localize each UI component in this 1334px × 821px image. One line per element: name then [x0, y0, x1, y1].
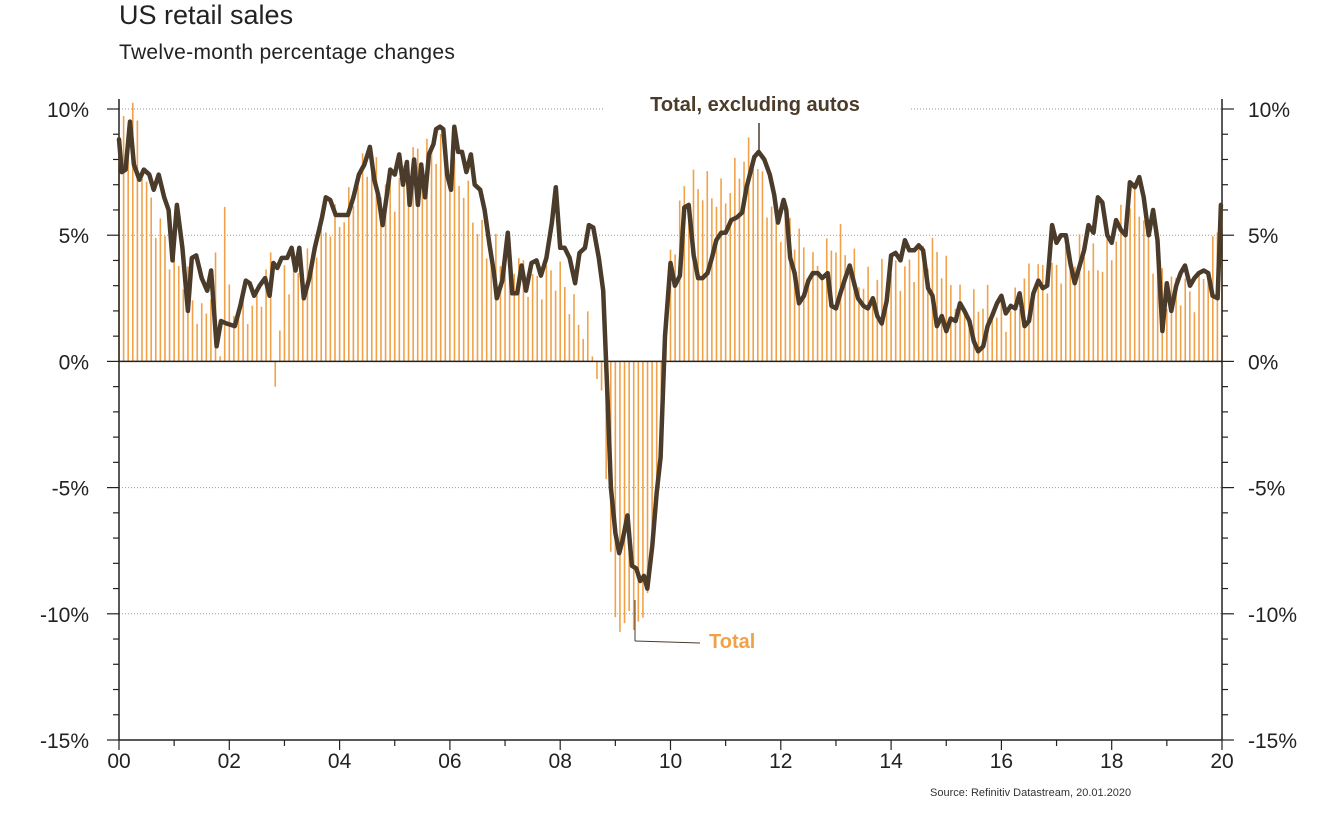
- axes: [107, 99, 1234, 750]
- x-tick-label: 16: [990, 750, 1013, 773]
- y-tick-label-right: -10%: [1248, 604, 1297, 627]
- total-label: Total: [709, 631, 755, 653]
- x-tick-label: 20: [1210, 750, 1233, 773]
- ex-autos-label-bg: [605, 90, 910, 116]
- x-tick-label: 06: [438, 750, 461, 773]
- ex-autos-line-layer: [116, 119, 1224, 591]
- gridlines: [119, 108, 1222, 615]
- x-tick-label: 02: [218, 750, 241, 773]
- x-tick-label: 08: [549, 750, 572, 773]
- tick-labels: 10% 5% 0% -5% -10% -15% 10% 5% 0% -5% -10% -15% 00 02…: [40, 99, 1297, 773]
- x-tick-label: 04: [328, 750, 352, 773]
- y-tick-label-right: 10%: [1248, 99, 1290, 122]
- y-tick-label-left: 10%: [47, 99, 89, 122]
- chart-subtitle: Twelve-month percentage changes: [119, 41, 456, 64]
- x-tick-label: 10: [659, 750, 682, 773]
- total-leader-line-horizontal: [634, 640, 701, 644]
- y-tick-label-right: 5%: [1248, 225, 1278, 248]
- y-tick-label-left: -15%: [40, 730, 89, 753]
- x-tick-label: 12: [769, 750, 792, 773]
- y-tick-label-right: 0%: [1248, 351, 1278, 374]
- y-tick-label-left: 0%: [59, 351, 89, 374]
- y-tick-label-right: -5%: [1248, 478, 1285, 501]
- ex-autos-label: Total, excluding autos: [650, 94, 860, 116]
- y-tick-label-left: -10%: [40, 604, 89, 627]
- annotations: Total, excluding autos Total: [605, 90, 910, 653]
- source-note: Source: Refinitiv Datastream, 20.01.2020: [930, 787, 1132, 799]
- chart-title: US retail sales: [119, 0, 294, 30]
- ex-autos-line: [116, 119, 1224, 591]
- y-tick-label-right: -15%: [1248, 730, 1297, 753]
- y-tick-label-left: -5%: [52, 478, 89, 501]
- y-tick-label-left: 5%: [59, 225, 89, 248]
- x-tick-label: 18: [1100, 750, 1123, 773]
- total-bars: [118, 102, 1223, 632]
- x-tick-label: 14: [879, 750, 903, 773]
- x-tick-label: 00: [107, 750, 130, 773]
